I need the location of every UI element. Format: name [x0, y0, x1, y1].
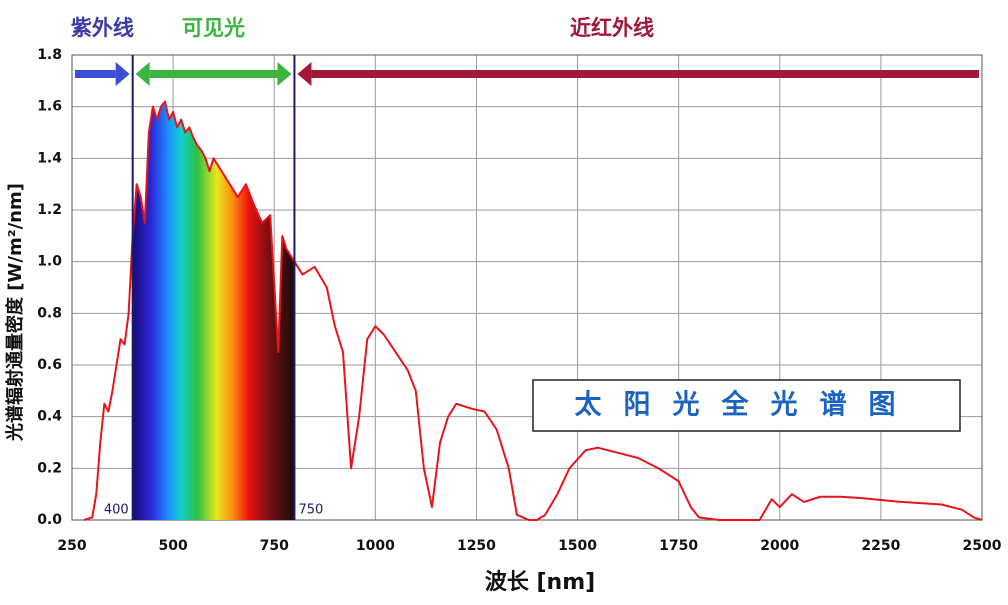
band-arrow [135, 62, 292, 86]
arrow-shaft [149, 70, 278, 78]
band-label: 可见光 [182, 16, 245, 40]
x-tick-label: 2250 [861, 538, 900, 554]
band-arrow [75, 62, 130, 86]
y-tick-label: 1.2 [37, 202, 62, 218]
x-tick-label: 1250 [457, 538, 496, 554]
arrow-head [115, 62, 130, 86]
arrow-head [135, 62, 150, 86]
y-tick-label: 0.8 [37, 305, 62, 321]
y-tick-label: 1.0 [37, 254, 62, 270]
y-tick-label: 1.6 [37, 99, 62, 115]
x-tick-label: 1000 [356, 538, 395, 554]
title-box [532, 379, 961, 432]
arrow-shaft [311, 70, 979, 78]
chart-title: 太阳光全光谱图 [575, 389, 918, 421]
spectrum-line [83, 100, 983, 521]
band-label: 紫外线 [71, 16, 134, 40]
arrow-head [297, 62, 312, 86]
y-tick-label: 0.2 [37, 460, 62, 476]
y-tick-label: 1.4 [37, 150, 62, 166]
arrow-head [277, 62, 292, 86]
band-arrow [297, 62, 979, 86]
visible-spectrum-fill [132, 101, 295, 520]
y-tick-label: 0.4 [37, 409, 62, 425]
x-tick-label: 250 [57, 538, 86, 554]
x-tick-label: 2500 [963, 538, 1002, 554]
y-tick-label: 0.6 [37, 357, 62, 373]
x-tick-label: 1500 [558, 538, 597, 554]
x-tick-label: 2000 [760, 538, 799, 554]
y-tick-label: 1.8 [37, 47, 62, 63]
annotation: 400 [104, 503, 129, 518]
x-tick-label: 1750 [659, 538, 698, 554]
y-axis-label: 光谱辐射通量密度 [W/m²/nm] [4, 183, 26, 442]
x-tick-label: 500 [158, 538, 187, 554]
annotation: 750 [298, 503, 323, 518]
x-tick-label: 750 [260, 538, 289, 554]
arrow-shaft [75, 70, 116, 78]
x-axis-label: 波长 [nm] [485, 570, 595, 595]
band-label: 近红外线 [570, 16, 654, 40]
y-tick-label: 0.0 [37, 512, 62, 528]
